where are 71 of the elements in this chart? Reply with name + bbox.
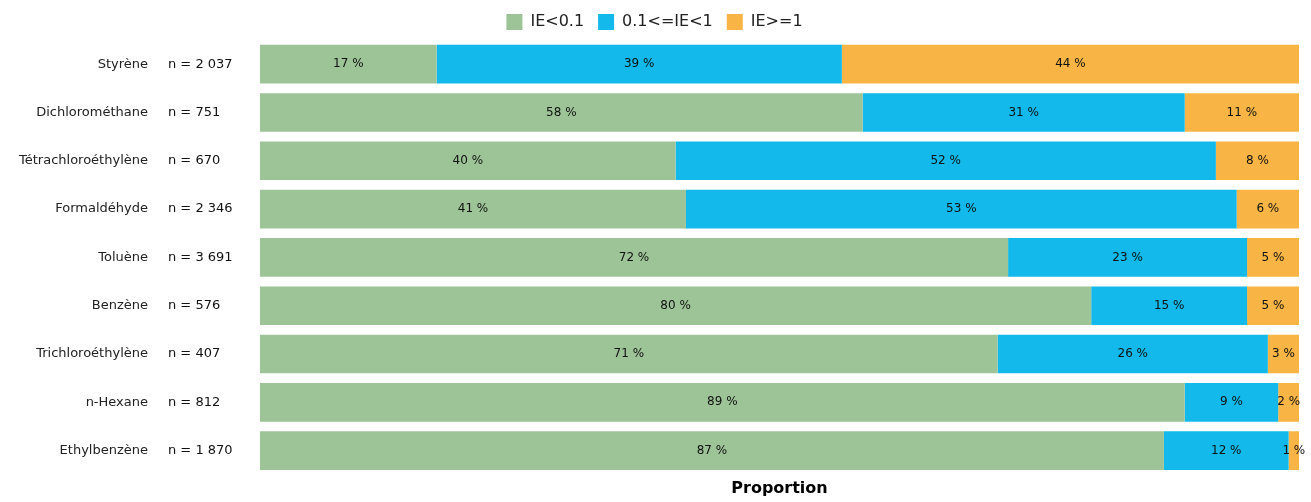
data-label: 44 %: [1055, 56, 1086, 71]
bar: [1247, 286, 1299, 326]
bar: [260, 93, 863, 132]
bar: [1236, 189, 1299, 229]
legend-label: IE>=1: [750, 11, 803, 31]
bar: [1184, 383, 1279, 422]
data-label: 39 %: [623, 56, 655, 71]
bar: [436, 44, 842, 84]
data-label: 58 %: [546, 104, 577, 119]
data-label: 11 %: [1226, 104, 1258, 119]
data-label: 9 %: [1220, 394, 1243, 409]
text: n = 2 346: [168, 200, 233, 216]
y-tick-label: Ethylbenzène: [59, 442, 148, 458]
y-tick-label: Formaldéhyde: [55, 200, 148, 216]
data-label: 17 %: [333, 56, 364, 71]
text: n = 407: [168, 345, 221, 361]
data-label: 6 %: [1256, 201, 1280, 216]
data-label: 8 %: [1246, 152, 1269, 167]
text: n = 576: [168, 297, 221, 313]
text: n = 751: [168, 103, 221, 119]
legend-label: IE<0.1: [530, 11, 585, 31]
y-tick-label: Tétrachloroéthylène: [18, 152, 148, 168]
bar: [841, 44, 1299, 84]
data-label: 41 %: [457, 201, 489, 216]
text: n = 2 037: [168, 55, 233, 71]
y-tick-label: Benzène: [91, 297, 148, 313]
data-label: 89 %: [707, 394, 738, 409]
bar: [260, 286, 1092, 326]
text: n = 3 691: [168, 248, 233, 264]
data-label: 23 %: [1112, 249, 1143, 264]
bar: [1091, 286, 1248, 326]
data-label: 12 %: [1211, 442, 1242, 457]
bar: [1184, 93, 1299, 132]
data-label: 40 %: [452, 152, 484, 167]
data-label: 5 %: [1261, 297, 1285, 312]
data-label: 72 %: [618, 249, 650, 264]
y-tick-label: n-Hexane: [85, 393, 148, 409]
bar: [1247, 238, 1299, 277]
legend-label: 0.1<=IE<1: [622, 11, 713, 31]
bar: [260, 189, 686, 229]
y-tick-label: Toluène: [97, 248, 148, 264]
data-label: 31 %: [1008, 104, 1039, 119]
data-label: 71 %: [613, 346, 645, 361]
data-label: 53 %: [946, 201, 977, 216]
bar: [260, 238, 1009, 277]
bar: [685, 189, 1237, 229]
x-axis-title: Proportion: [731, 477, 828, 497]
bar: [260, 141, 676, 181]
text: n = 812: [168, 393, 221, 409]
y-tick-label: Styrène: [97, 55, 148, 71]
bar: [260, 44, 437, 84]
bar: [260, 334, 998, 374]
y-tick-label: Trichloroéthylène: [35, 345, 148, 361]
data-label: 5 %: [1261, 249, 1285, 264]
bar: [997, 334, 1268, 374]
y-tick-label: Dichlorométhane: [36, 103, 148, 119]
data-label: 15 %: [1153, 297, 1185, 312]
bar: [260, 383, 1185, 422]
data-label: 52 %: [930, 152, 961, 167]
bar: [1215, 141, 1299, 181]
bar: [862, 93, 1185, 132]
bar: [1163, 431, 1289, 470]
bar: [260, 431, 1164, 470]
text: n = 670: [168, 152, 221, 168]
data-label: 80 %: [660, 297, 691, 312]
data-label: 3 %: [1271, 346, 1295, 361]
data-label: 26 %: [1117, 346, 1149, 361]
data-label: 87 %: [696, 442, 728, 457]
bar: [675, 141, 1216, 181]
text: n = 1 870: [168, 442, 233, 458]
bar: [1008, 238, 1248, 277]
